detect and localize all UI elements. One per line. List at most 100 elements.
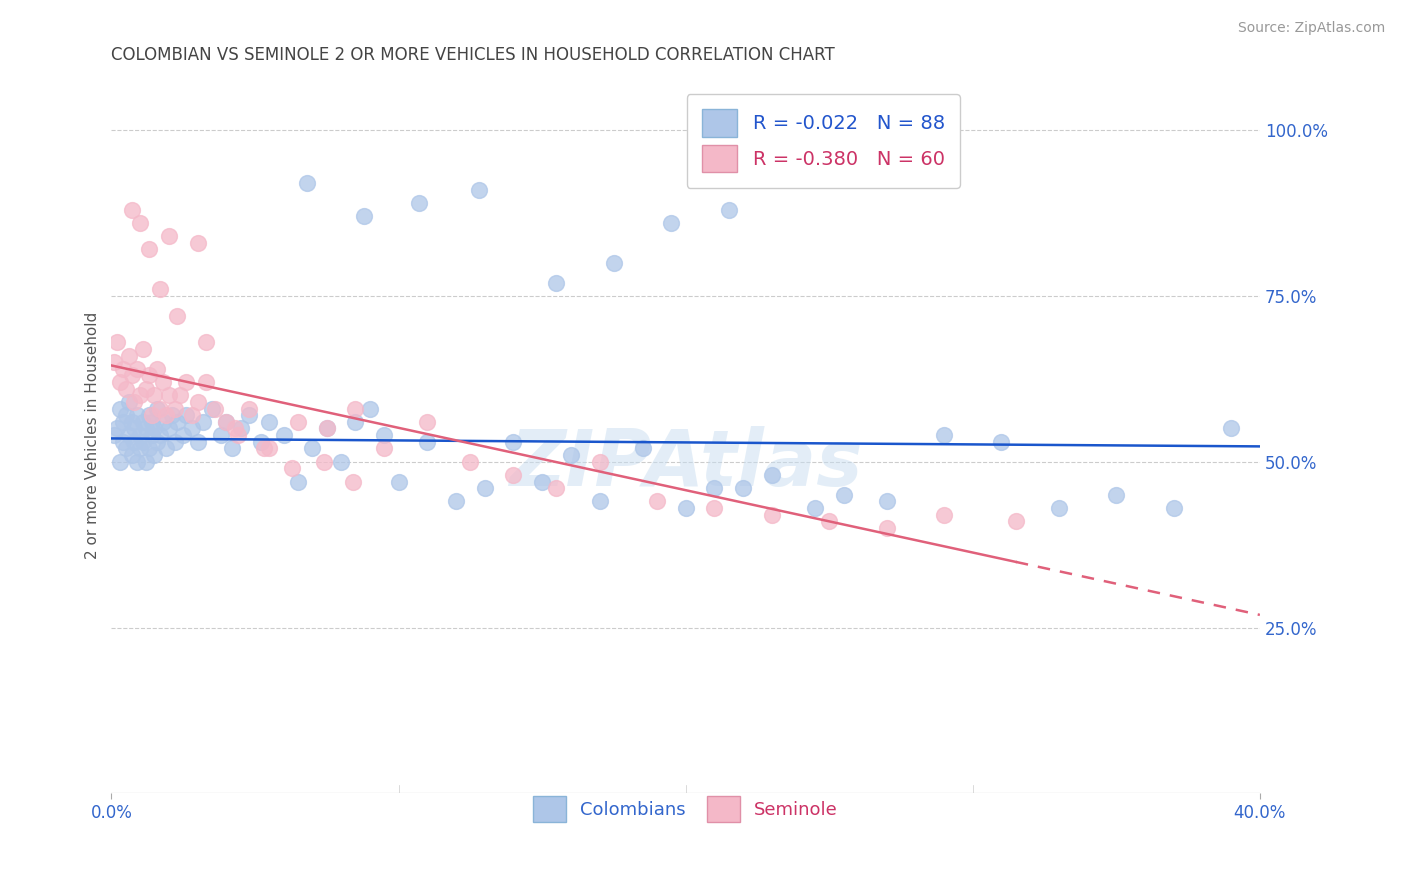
Point — [121, 202, 143, 217]
Point — [603, 255, 626, 269]
Point — [631, 442, 654, 456]
Point — [1004, 514, 1026, 528]
Point — [138, 243, 160, 257]
Point — [141, 415, 163, 429]
Point — [458, 455, 481, 469]
Point — [359, 401, 381, 416]
Point — [114, 408, 136, 422]
Point — [416, 415, 439, 429]
Point — [353, 209, 375, 223]
Point — [731, 481, 754, 495]
Point — [215, 415, 238, 429]
Point — [160, 408, 183, 422]
Point — [108, 401, 131, 416]
Point — [932, 508, 955, 522]
Point — [546, 481, 568, 495]
Point — [121, 415, 143, 429]
Point — [141, 408, 163, 422]
Point — [193, 415, 215, 429]
Point — [121, 448, 143, 462]
Point — [238, 408, 260, 422]
Point — [474, 481, 496, 495]
Point — [560, 448, 582, 462]
Point — [111, 434, 134, 449]
Point — [273, 428, 295, 442]
Point — [252, 442, 274, 456]
Point — [209, 428, 232, 442]
Point — [703, 501, 725, 516]
Point — [301, 442, 323, 456]
Point — [132, 342, 155, 356]
Point — [315, 421, 337, 435]
Point — [146, 401, 169, 416]
Point — [143, 448, 166, 462]
Point — [135, 455, 157, 469]
Point — [502, 434, 524, 449]
Point — [588, 494, 610, 508]
Point — [180, 408, 202, 422]
Point — [344, 401, 367, 416]
Point — [117, 395, 139, 409]
Point — [146, 361, 169, 376]
Point — [187, 395, 209, 409]
Point — [141, 428, 163, 442]
Point — [174, 375, 197, 389]
Point — [129, 388, 152, 402]
Point — [287, 415, 309, 429]
Point — [201, 401, 224, 416]
Point — [103, 428, 125, 442]
Point — [127, 455, 149, 469]
Point — [166, 415, 188, 429]
Point — [166, 309, 188, 323]
Point — [117, 349, 139, 363]
Point — [135, 421, 157, 435]
Point — [108, 375, 131, 389]
Point — [238, 401, 260, 416]
Point — [129, 216, 152, 230]
Point — [149, 428, 172, 442]
Point — [132, 434, 155, 449]
Point — [444, 494, 467, 508]
Point — [143, 421, 166, 435]
Point — [103, 355, 125, 369]
Point — [155, 442, 177, 456]
Point — [127, 361, 149, 376]
Point — [226, 428, 249, 442]
Point — [315, 421, 337, 435]
Point — [1047, 501, 1070, 516]
Point — [645, 494, 668, 508]
Point — [675, 501, 697, 516]
Point — [876, 494, 898, 508]
Point — [224, 421, 246, 435]
Point — [195, 335, 218, 350]
Point — [157, 229, 180, 244]
Point — [138, 442, 160, 456]
Point — [312, 455, 335, 469]
Point — [344, 415, 367, 429]
Point — [195, 375, 218, 389]
Point — [138, 408, 160, 422]
Point — [932, 428, 955, 442]
Point — [187, 235, 209, 250]
Point — [287, 475, 309, 489]
Point — [468, 183, 491, 197]
Point — [221, 442, 243, 456]
Point — [761, 467, 783, 482]
Point — [111, 361, 134, 376]
Point — [124, 395, 146, 409]
Point — [157, 421, 180, 435]
Point — [281, 461, 304, 475]
Point — [259, 442, 281, 456]
Point — [152, 375, 174, 389]
Point — [135, 382, 157, 396]
Point — [1220, 421, 1243, 435]
Point — [174, 408, 197, 422]
Point — [124, 421, 146, 435]
Point — [373, 428, 395, 442]
Point — [659, 216, 682, 230]
Point — [408, 196, 430, 211]
Point — [132, 415, 155, 429]
Point — [127, 408, 149, 422]
Point — [761, 508, 783, 522]
Text: Source: ZipAtlas.com: Source: ZipAtlas.com — [1237, 21, 1385, 35]
